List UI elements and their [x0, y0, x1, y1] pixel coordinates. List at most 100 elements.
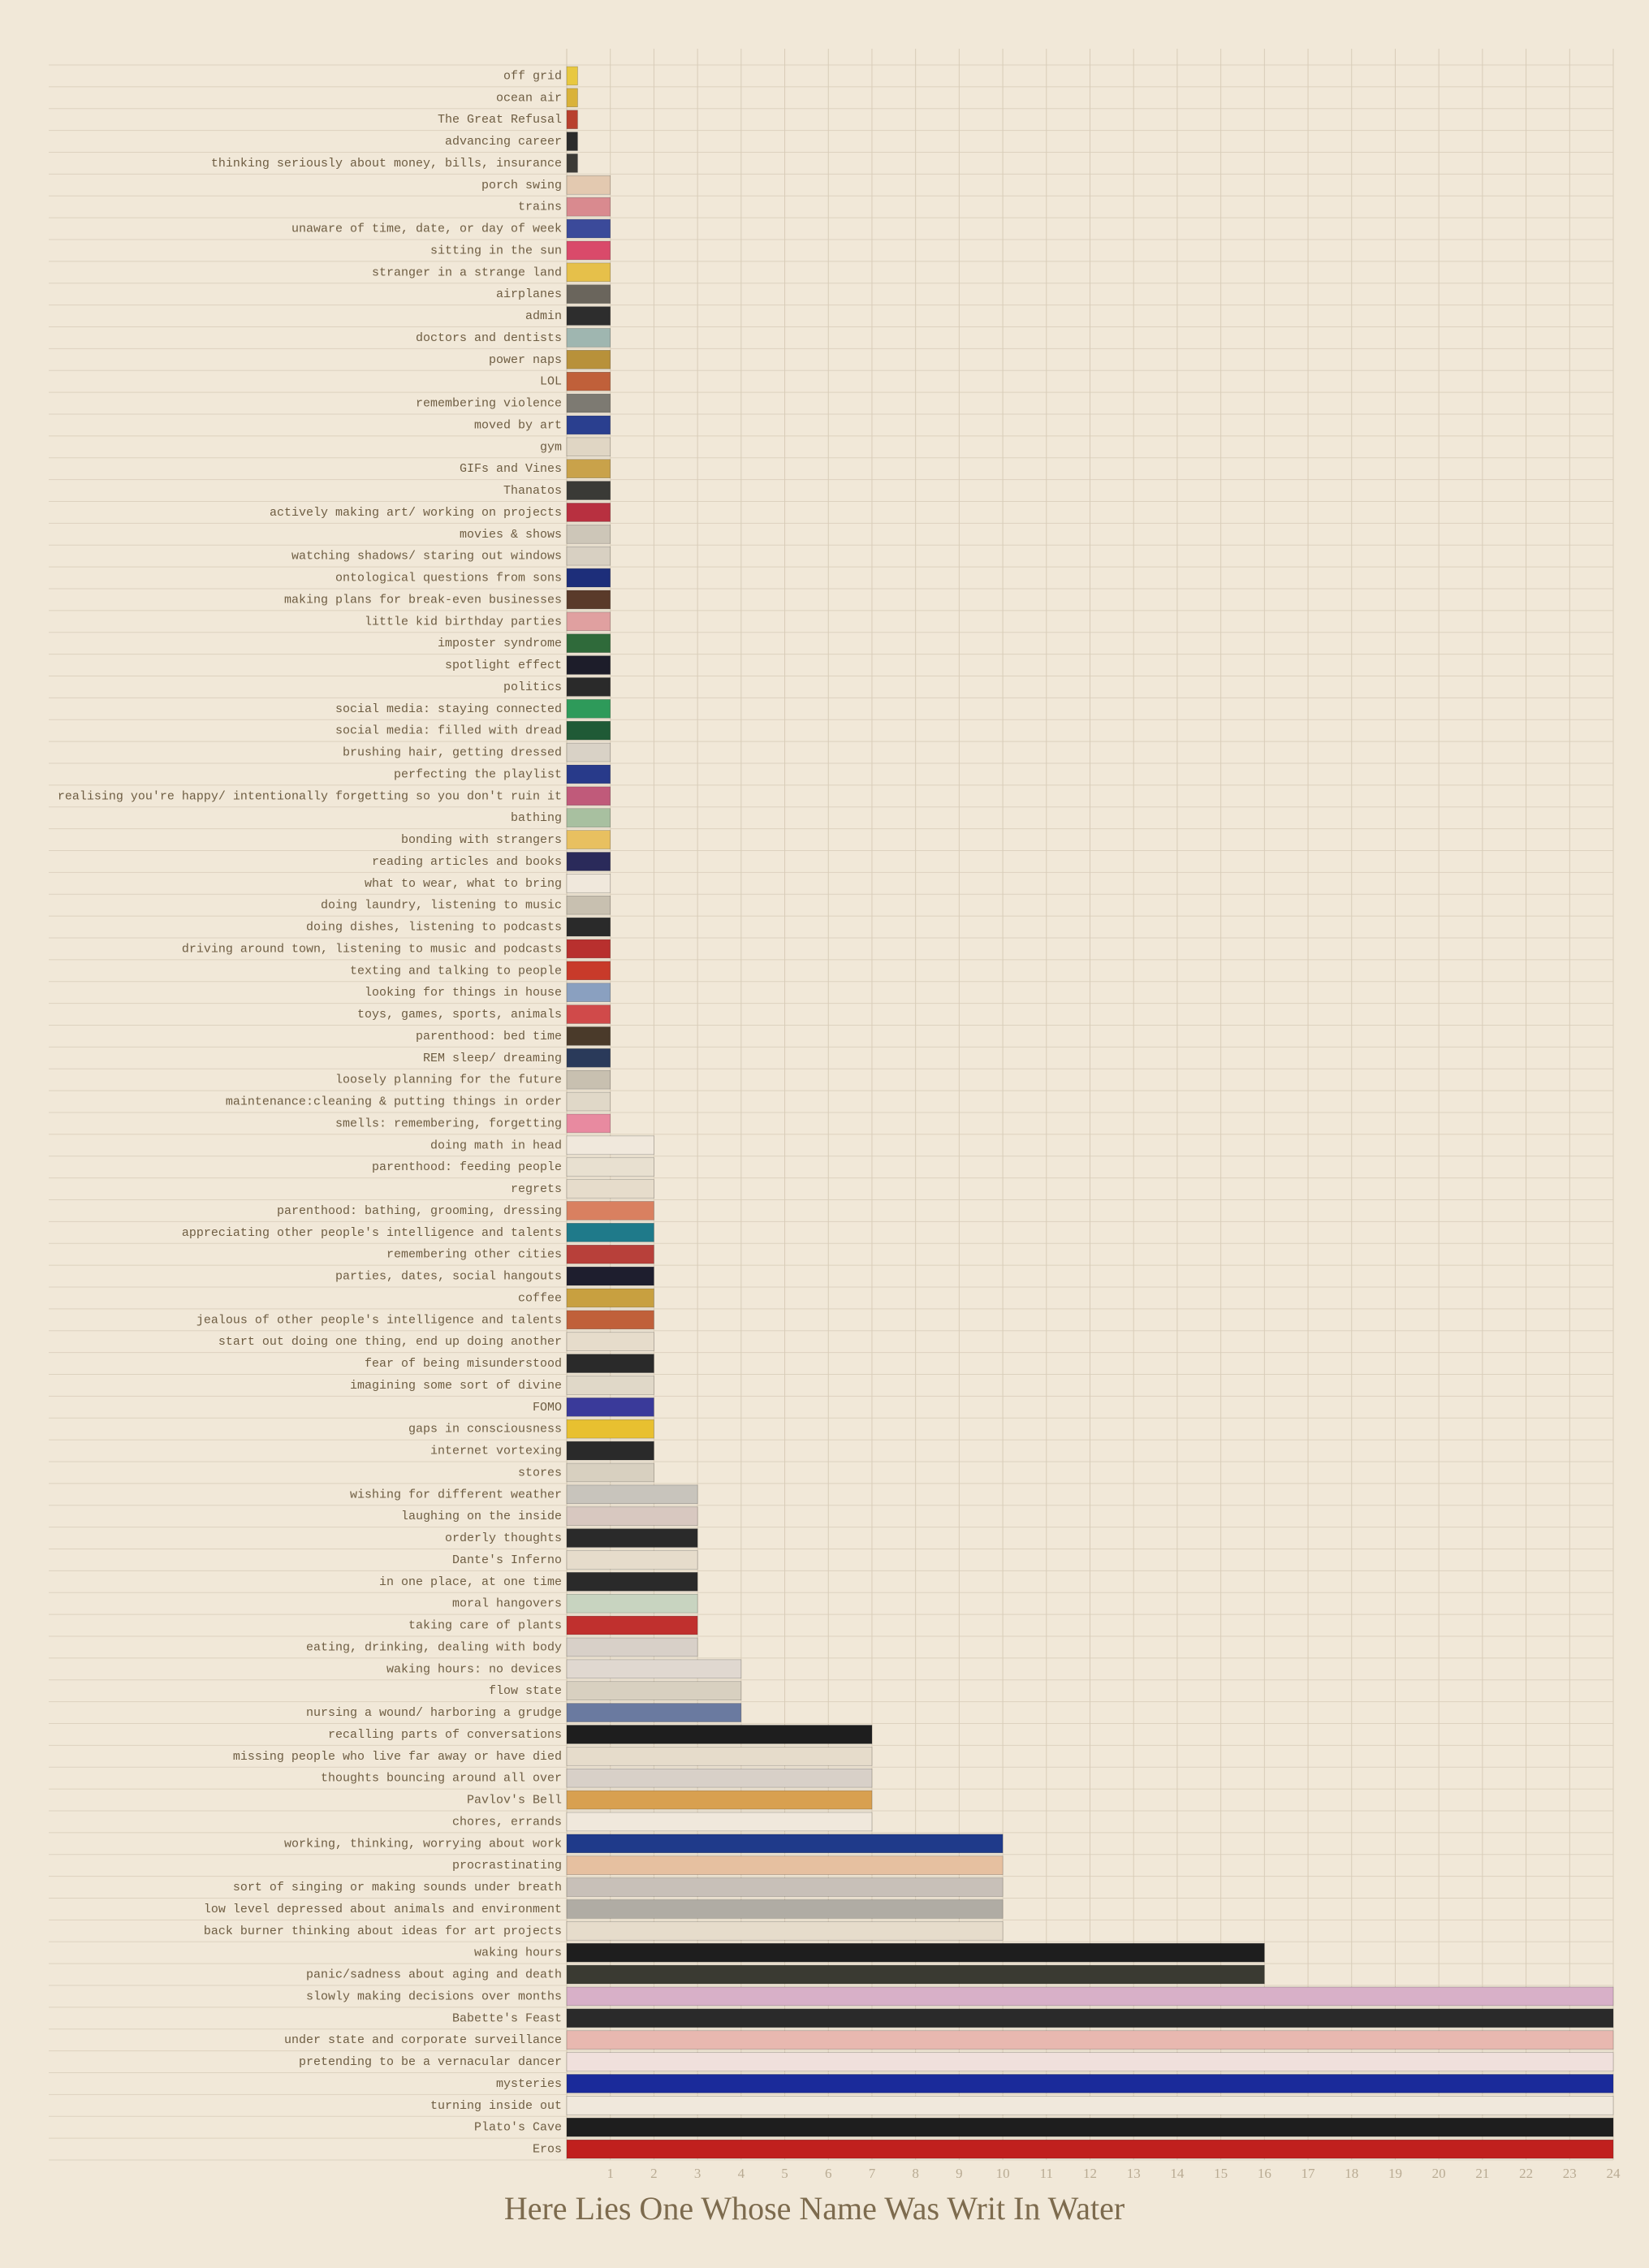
bar [566, 917, 611, 937]
bar [566, 2052, 1614, 2071]
bar [566, 1157, 654, 1177]
bar [566, 1266, 654, 1286]
category-label: turning inside out [430, 2099, 562, 2113]
bar [566, 1703, 742, 1722]
category-label: parties, dates, social hangouts [335, 1270, 562, 1284]
x-tick-label: 10 [996, 2166, 1010, 2181]
bar [566, 1855, 1004, 1875]
bar [566, 1725, 873, 1744]
category-label: remembering violence [416, 397, 562, 411]
bar [566, 1681, 742, 1700]
category-label: in one place, at one time [379, 1575, 562, 1589]
bar [566, 1637, 698, 1657]
category-label: slowly making decisions over months [306, 1989, 562, 2003]
bar [566, 852, 611, 871]
x-tick-label: 16 [1258, 2166, 1271, 2181]
bar [566, 764, 611, 784]
bar [566, 1091, 611, 1112]
category-label: The Great Refusal [438, 113, 562, 127]
bar [566, 830, 611, 849]
category-label: thoughts bouncing around all over [321, 1772, 562, 1786]
bar [566, 655, 611, 675]
chart-title: Here Lies One Whose Name Was Writ In Wat… [504, 2190, 1125, 2227]
bar [566, 1921, 1004, 1941]
bar [566, 2008, 1614, 2028]
category-label: waking hours [474, 1946, 562, 1960]
x-tick-label: 2 [650, 2166, 658, 2181]
x-tick-label: 8 [912, 2166, 919, 2181]
bar [566, 1026, 611, 1046]
x-tick-label: 14 [1170, 2166, 1185, 2181]
category-label: perfecting the playlist [394, 767, 562, 781]
category-label: internet vortexing [430, 1445, 562, 1458]
x-tick-label: 12 [1083, 2166, 1097, 2181]
category-label: Plato's Cave [474, 2121, 562, 2135]
bar [566, 1506, 698, 1526]
category-label: Dante's Inferno [452, 1553, 562, 1567]
bar [566, 568, 611, 588]
category-label: waking hours: no devices [386, 1662, 562, 1676]
bar [566, 1834, 1004, 1854]
bar [566, 1484, 698, 1505]
category-label: regrets [511, 1182, 562, 1196]
bar [566, 1615, 698, 1635]
category-label: actively making art/ working on projects [270, 506, 562, 520]
bar [566, 1201, 654, 1220]
bar [566, 1223, 654, 1242]
bar [566, 503, 611, 522]
category-label: eating, drinking, dealing with body [306, 1640, 562, 1654]
category-label: under state and corporate surveillance [284, 2033, 562, 2047]
category-label: driving around town, listening to music … [182, 942, 562, 956]
category-label: sitting in the sun [430, 244, 562, 257]
category-label: doctors and dentists [416, 331, 562, 345]
bar [566, 481, 611, 500]
category-label: watching shadows/ staring out windows [291, 550, 562, 564]
bar [566, 1332, 654, 1351]
category-label: GIFs and Vines [460, 462, 562, 476]
category-label: loosely planning for the future [335, 1074, 562, 1087]
x-tick-label: 23 [1563, 2166, 1577, 2181]
category-label: gaps in consciousness [408, 1423, 562, 1436]
category-label: panic/sadness about aging and death [306, 1968, 562, 1982]
bar [566, 2030, 1614, 2050]
x-tick-label: 15 [1214, 2166, 1228, 2181]
x-tick-label: 13 [1127, 2166, 1141, 2181]
category-label: unaware of time, date, or day of week [291, 222, 562, 236]
bar [566, 939, 611, 959]
category-label: movies & shows [460, 528, 562, 542]
bar [566, 742, 611, 762]
bar [566, 1288, 654, 1308]
bar [566, 132, 578, 151]
category-label: making plans for break-even businesses [284, 593, 562, 607]
bar [566, 1462, 654, 1483]
category-label: stores [518, 1466, 562, 1480]
category-label: laughing on the inside [401, 1510, 562, 1523]
bar [566, 1768, 873, 1788]
category-label: nursing a wound/ harboring a grudge [306, 1706, 562, 1720]
x-tick-label: 17 [1302, 2166, 1316, 2181]
bar [566, 961, 611, 981]
bar [566, 1113, 611, 1134]
category-label: smells: remembering, forgetting [335, 1117, 562, 1130]
category-label: texting and talking to people [350, 964, 562, 978]
category-label: ocean air [496, 91, 562, 105]
category-label: trains [518, 201, 562, 214]
category-label: remembering other cities [386, 1248, 562, 1262]
category-label: what to wear, what to bring [365, 877, 562, 891]
category-label: porch swing [481, 179, 562, 192]
bar [566, 1942, 1265, 1963]
bar [566, 175, 611, 195]
category-label: parenthood: bed time [416, 1030, 562, 1043]
bar [566, 1354, 654, 1373]
bar [566, 895, 611, 915]
bar [566, 1310, 654, 1330]
category-label: working, thinking, worrying about work [284, 1837, 562, 1851]
bar [566, 1048, 611, 1068]
bar [566, 2074, 1614, 2093]
category-label: LOL [540, 375, 562, 389]
category-label: advancing career [445, 135, 562, 149]
category-label: off grid [503, 69, 562, 83]
x-tick-label: 5 [781, 2166, 788, 2181]
x-tick-label: 21 [1475, 2166, 1489, 2181]
